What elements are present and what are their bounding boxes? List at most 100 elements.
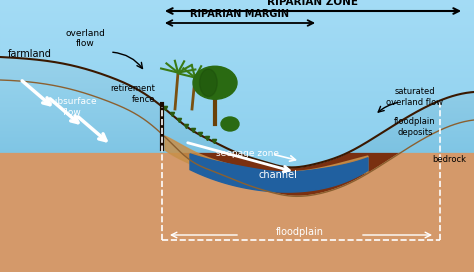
Polygon shape <box>0 80 474 272</box>
Bar <box>0 113 474 114</box>
Bar <box>0 268 474 269</box>
Bar <box>0 22 474 23</box>
Bar <box>0 147 474 148</box>
Bar <box>0 251 474 252</box>
Bar <box>0 196 474 197</box>
Bar <box>0 77 474 78</box>
Bar <box>0 143 474 144</box>
Bar <box>0 264 474 265</box>
Bar <box>0 179 474 180</box>
Text: farmland: farmland <box>8 49 52 59</box>
Bar <box>0 21 474 22</box>
Bar <box>0 121 474 122</box>
Bar <box>0 157 474 158</box>
Bar <box>0 20 474 21</box>
Bar <box>0 192 474 193</box>
Bar <box>0 255 474 256</box>
Bar <box>0 116 474 117</box>
Bar <box>0 135 474 136</box>
Bar <box>0 45 474 46</box>
Text: seepage zone: seepage zone <box>217 149 280 157</box>
Bar <box>0 199 474 200</box>
Bar <box>0 164 474 165</box>
Bar <box>0 235 474 236</box>
Bar <box>0 223 474 224</box>
Bar <box>0 33 474 34</box>
Bar <box>0 127 474 128</box>
Bar <box>0 193 474 194</box>
Bar <box>0 256 474 257</box>
Text: bedrock: bedrock <box>432 156 466 165</box>
Bar <box>0 185 474 186</box>
Bar <box>0 258 474 259</box>
Bar <box>0 85 474 86</box>
Bar <box>0 159 474 160</box>
Bar <box>0 1 474 2</box>
Bar <box>0 75 474 76</box>
Bar <box>0 184 474 185</box>
Bar <box>0 31 474 32</box>
Bar <box>0 13 474 14</box>
Bar <box>0 227 474 228</box>
Bar <box>0 140 474 141</box>
Bar <box>0 30 474 31</box>
Bar <box>0 26 474 27</box>
Bar <box>0 202 474 203</box>
Bar <box>0 151 474 152</box>
Bar <box>0 162 474 163</box>
Bar <box>0 65 474 66</box>
Bar <box>0 32 474 33</box>
Bar <box>0 263 474 264</box>
Bar <box>0 207 474 208</box>
Bar <box>0 172 474 173</box>
Bar <box>0 16 474 17</box>
Bar <box>0 131 474 132</box>
Bar <box>0 51 474 52</box>
Bar <box>0 212 474 213</box>
Bar <box>0 117 474 118</box>
Bar <box>0 107 474 108</box>
Text: overland
flow: overland flow <box>65 29 105 48</box>
Bar <box>0 8 474 9</box>
Bar <box>0 220 474 221</box>
Bar <box>0 145 474 146</box>
Bar <box>0 210 474 211</box>
Bar <box>0 187 474 188</box>
Bar <box>0 104 474 105</box>
Bar <box>0 84 474 85</box>
Bar <box>0 233 474 234</box>
Bar <box>0 182 474 183</box>
Bar <box>0 58 474 59</box>
Bar <box>0 72 474 73</box>
Bar <box>0 61 474 62</box>
Bar <box>0 183 474 184</box>
Polygon shape <box>0 0 474 167</box>
Bar <box>0 5 474 6</box>
Bar <box>0 232 474 233</box>
Bar <box>0 91 474 92</box>
Bar <box>0 266 474 267</box>
Bar <box>0 170 474 171</box>
Bar <box>0 70 474 71</box>
Bar <box>0 27 474 28</box>
Text: saturated
overland flow: saturated overland flow <box>386 87 444 107</box>
Bar <box>0 149 474 150</box>
Ellipse shape <box>193 66 237 99</box>
Bar <box>0 48 474 49</box>
Bar <box>0 101 474 102</box>
Bar <box>0 93 474 94</box>
Bar <box>0 247 474 248</box>
Bar <box>0 68 474 69</box>
Bar <box>0 0 474 1</box>
Bar <box>0 206 474 207</box>
Bar <box>0 222 474 223</box>
Bar <box>0 141 474 142</box>
Bar <box>0 242 474 243</box>
Bar <box>0 12 474 13</box>
Bar <box>0 259 474 260</box>
Bar <box>0 203 474 204</box>
Bar <box>0 114 474 115</box>
Bar <box>0 237 474 238</box>
Bar <box>0 241 474 242</box>
Bar <box>0 52 474 53</box>
